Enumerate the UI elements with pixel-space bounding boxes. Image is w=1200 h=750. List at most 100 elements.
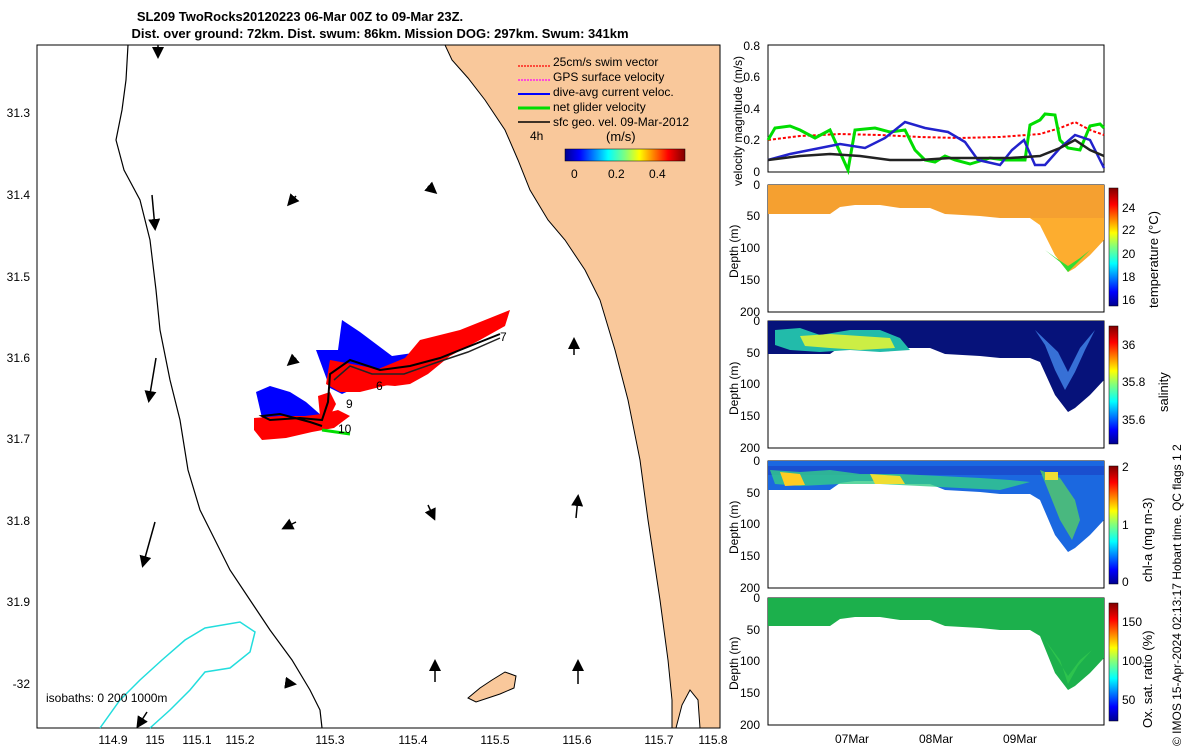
chla-ylabel: Depth (m) [727,501,741,554]
glider-track [254,310,510,440]
time-tick: 08Mar [919,732,953,746]
oxygen-colorbar [1108,602,1119,722]
depth-tick: 50 [747,623,761,637]
depth-tick: 200 [740,305,760,319]
velocity-tick: 0.2 [743,133,760,147]
oxygen-panel: 0 50 100 150 200 Depth (m) 150 100 50 Ox… [727,591,1155,732]
salinity-cb-tick: 35.8 [1122,375,1146,389]
depth-tick: 0 [753,178,760,192]
colorbar-tick-0.4: 0.4 [649,167,666,181]
latitude-axis: 31.3 31.4 31.5 31.6 31.7 31.8 31.9 -32 [7,106,31,691]
surface-current-vectors [136,45,584,729]
footer-credit: © IMOS 15-Apr-2024 02:13:17 Hobart time.… [1170,444,1184,746]
salinity-cb-tick: 35.6 [1122,413,1146,427]
depth-tick: 50 [747,209,761,223]
lat-tick: 31.4 [7,188,31,202]
longitude-axis: 114.9 115 115.1 115.2 115.3 115.4 115.5 … [98,733,727,747]
legend-label-swim-vector: 25cm/s swim vector [553,55,658,69]
isobath-legend: isobaths: 0 200 1000m [46,691,167,705]
depth-tick: 150 [740,686,760,700]
legend-label-gps-velocity: GPS surface velocity [553,70,664,84]
temperature-cb-tick: 22 [1122,223,1136,237]
chla-colorbar [1108,465,1119,585]
lon-tick: 115.4 [398,733,427,747]
velocity-ylabel: velocity magnitude (m/s) [731,56,745,186]
chla-cblabel: chl-a (mg m-3) [1140,497,1155,582]
velocity-panel: 0 0.2 0.4 0.6 0.8 velocity magnitude (m/… [731,39,1106,186]
lat-tick: 31.9 [7,595,31,609]
depth-tick: 200 [740,441,760,455]
oxygen-cblabel: Ox. sat. ratio (%) [1140,630,1155,728]
salinity-ylabel: Depth (m) [727,362,741,415]
lon-tick: 115 [145,733,164,747]
depth-tick: 50 [747,346,761,360]
chla-cb-tick: 1 [1122,518,1129,532]
figure-title-line2: Dist. over ground: 72km. Dist. swum: 86k… [131,26,629,41]
lon-tick: 115.6 [562,733,591,747]
time-tick: 07Mar [835,732,869,746]
lon-tick: 114.9 [98,733,127,747]
temperature-panel: 0 50 100 150 200 Depth (m) 24 22 20 18 1… [727,178,1161,319]
speed-colorbar [564,148,686,162]
depth-tick: 50 [747,486,761,500]
chla-cb-tick: 2 [1122,460,1129,474]
figure-title-line1: SL209 TwoRocks20120223 06-Mar 00Z to 09-… [136,9,464,24]
velocity-tick: 0.6 [743,70,760,84]
temperature-cb-tick: 24 [1122,201,1136,215]
colorbar-tick-0: 0 [571,167,578,181]
temperature-colorbar [1108,187,1119,307]
velocity-tick: 0 [753,165,760,179]
depth-tick: 150 [740,549,760,563]
time-tick: 09Mar [1003,732,1037,746]
map-legend: 25cm/s swim vector GPS surface velocity … [518,55,689,181]
temperature-cb-tick: 18 [1122,270,1136,284]
temperature-cb-tick: 20 [1122,247,1136,261]
salinity-panel: 0 50 100 150 200 Depth (m) 36 35.8 35.6 … [727,314,1171,455]
chla-panel: 0 50 100 150 200 Depth (m) 2 1 0 chl-a (… [727,454,1155,595]
lat-tick: 31.8 [7,514,31,528]
depth-tick: 100 [740,377,760,391]
time-axis: 07Mar 08Mar 09Mar [835,732,1037,746]
depth-tick: 150 [740,409,760,423]
lon-tick: 115.7 [644,733,673,747]
legend-label-sfc-geo: sfc geo. vel. 09-Mar-2012 [553,115,689,129]
temperature-cblabel: temperature (°C) [1146,211,1161,308]
lat-tick: 31.6 [7,351,31,365]
lon-tick: 115.8 [698,733,727,747]
lat-tick: 31.3 [7,106,31,120]
velocity-tick: 0.8 [743,39,760,53]
isobath-1000m [99,621,256,729]
temperature-ylabel: Depth (m) [727,225,741,278]
lon-tick: 115.1 [182,733,211,747]
map-panel: 6 7 9 10 25cm/s swim vector GPS surface … [7,44,728,747]
salinity-colorbar [1108,325,1119,445]
isobath-200m [115,44,323,729]
velocity-tick: 0.4 [743,102,760,116]
depth-tick: 0 [753,591,760,605]
depth-tick: 200 [740,581,760,595]
salinity-cb-tick: 36 [1122,338,1136,352]
temperature-cb-tick: 16 [1122,293,1136,307]
day-label-7: 7 [500,330,507,344]
lat-tick: 31.5 [7,270,31,284]
depth-tick: 150 [740,273,760,287]
depth-tick: 100 [740,517,760,531]
lat-tick: 31.7 [7,432,31,446]
lat-tick: -32 [13,677,31,691]
island [467,671,517,703]
lon-tick: 115.2 [225,733,254,747]
colorbar-tick-0.2: 0.2 [608,167,625,181]
oxygen-cb-tick: 100 [1122,654,1142,668]
depth-tick: 0 [753,314,760,328]
depth-tick: 0 [753,454,760,468]
oxygen-cb-tick: 150 [1122,615,1142,629]
coastline-land [444,44,721,729]
oxygen-cb-tick: 50 [1122,693,1136,707]
day-label-6: 6 [376,379,383,393]
oxygen-ylabel: Depth (m) [727,637,741,690]
lon-tick: 115.3 [315,733,344,747]
colorbar-unit-label: (m/s) [606,129,636,144]
depth-tick: 200 [740,718,760,732]
legend-label-dive-avg: dive-avg current veloc. [553,85,674,99]
